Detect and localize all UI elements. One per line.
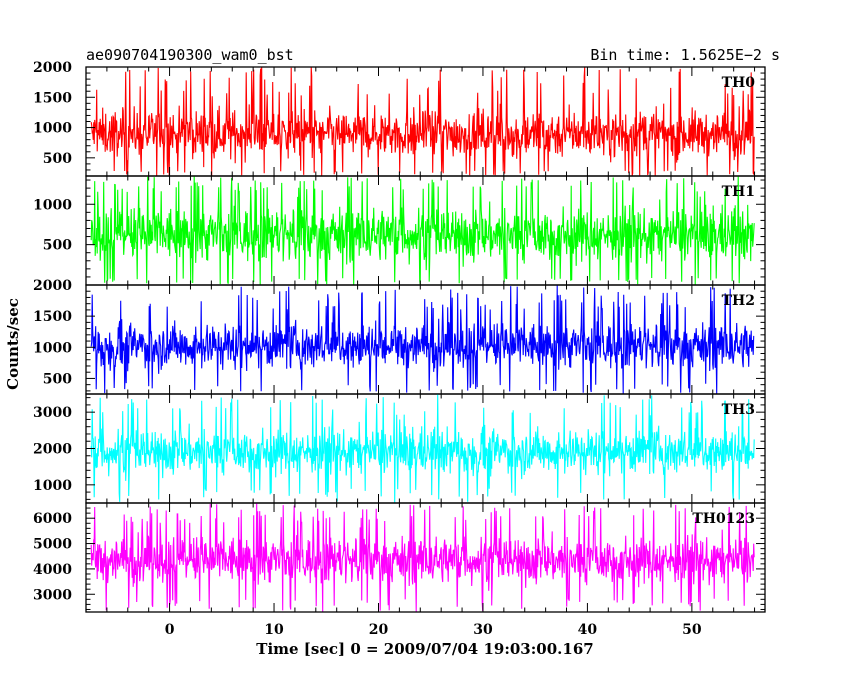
panel-label: TH0 — [722, 75, 756, 91]
series-th3 — [90, 394, 755, 503]
panel-th0: 500 1000 1500 2000 TH0 — [33, 60, 766, 177]
y-tick-label: 5000 — [33, 537, 72, 553]
y-axis-label: Counts/sec — [4, 298, 22, 390]
y-tick-label: 1000 — [33, 121, 72, 137]
series-th0 — [90, 67, 755, 176]
x-axis: 0 10 20 30 40 50 — [165, 622, 702, 638]
panel-th2: 500 1000 1500 2000 TH2 — [33, 278, 766, 395]
panel-label: TH1 — [722, 184, 755, 200]
x-tick-label: 20 — [369, 622, 389, 638]
panel-label: TH0123 — [692, 511, 755, 527]
y-tick-label: 2000 — [33, 442, 72, 458]
chart-title: ae090704190300_wam0_bst — [86, 46, 294, 64]
y-tick-label: 1000 — [33, 197, 72, 213]
panel-label: TH3 — [722, 402, 755, 418]
x-axis-label: Time [sec] 0 = 2009/07/04 19:03:00.167 — [256, 640, 593, 658]
y-tick-label: 3000 — [33, 587, 72, 603]
x-tick-label: 40 — [578, 622, 598, 638]
y-tick-label: 1000 — [33, 478, 72, 494]
series-th0123 — [90, 503, 755, 612]
x-tick-label: 30 — [473, 622, 493, 638]
y-tick-label: 1500 — [33, 309, 72, 325]
panel-th1: 500 1000 TH1 — [33, 175, 766, 286]
series-th2 — [90, 285, 755, 394]
panel-frame — [85, 502, 766, 613]
y-tick-label: 500 — [43, 371, 72, 387]
y-tick-label: 500 — [43, 151, 72, 167]
panel-th0123: 3000 4000 5000 6000 TH0123 — [33, 502, 766, 613]
panels: 500 1000 1500 2000 TH0 500 1000 TH1 500 1000 1500 2… — [33, 60, 766, 613]
x-tick-label: 10 — [264, 622, 284, 638]
panel-th3: 1000 2000 3000 TH3 — [33, 393, 766, 504]
y-tick-label: 1500 — [33, 90, 72, 106]
bin-time-label: Bin time: 1.5625E−2 s — [590, 46, 780, 64]
y-tick-label: 6000 — [33, 511, 72, 527]
series-th1 — [90, 176, 755, 285]
y-tick-label: 1000 — [33, 340, 72, 356]
x-tick-label: 50 — [682, 622, 702, 638]
y-tick-label: 500 — [43, 238, 72, 254]
panel-label: TH2 — [722, 293, 755, 309]
y-tick-label: 3000 — [33, 405, 72, 421]
x-tick-label: 0 — [165, 622, 175, 638]
y-tick-label: 2000 — [33, 60, 72, 76]
y-tick-label: 4000 — [33, 562, 72, 578]
y-tick-label: 2000 — [33, 278, 72, 294]
